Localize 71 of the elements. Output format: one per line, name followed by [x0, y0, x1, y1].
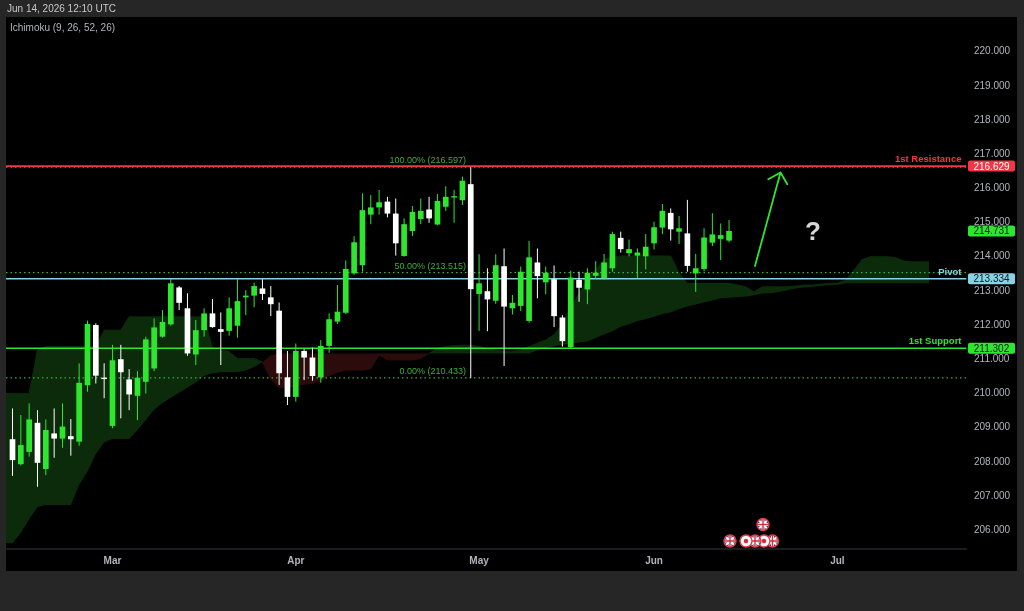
x-tick-label: May: [469, 555, 490, 566]
y-tick-label: 218.000: [974, 113, 1011, 125]
candlestick: [18, 414, 24, 467]
ref-line-label: 0.00% (210.433): [399, 365, 466, 376]
candlestick: [601, 253, 607, 281]
x-tick-label: Apr: [287, 555, 305, 566]
candlestick: [226, 296, 232, 337]
y-tick-label: 207.000: [974, 489, 1011, 501]
x-tick-label: Jun: [645, 555, 663, 566]
text: 216.629: [973, 160, 1011, 172]
y-tick-label: 213.000: [974, 284, 1011, 296]
candlestick: [542, 266, 549, 295]
y-tick-label: 214.000: [974, 250, 1011, 262]
candlestick: [534, 247, 541, 299]
candlestick: [717, 222, 724, 261]
candlestick: [376, 189, 382, 216]
x-tick-label: Mar: [103, 555, 122, 566]
y-tick-label: 217.000: [974, 147, 1011, 159]
candlestick: [726, 219, 732, 243]
annotation: ?: [805, 216, 821, 246]
candlestick: [267, 285, 274, 317]
text: Jun 14, 2026 12:10 UTC: [7, 3, 116, 14]
candlestick: [651, 221, 657, 250]
text: 213.334: [973, 273, 1011, 285]
x-tick-label: Jul: [830, 555, 845, 566]
candlestick: [417, 198, 424, 225]
candlestick: [217, 311, 224, 366]
candlestick: [426, 196, 432, 224]
ref-line-label: Pivot: [938, 265, 963, 277]
y-tick-label: 212.000: [974, 318, 1011, 330]
candlestick: [251, 282, 257, 308]
ref-line-label: 1st Support: [908, 335, 963, 347]
ref-line-label: 100.00% (216.597): [389, 155, 466, 166]
candlestick: [434, 193, 441, 226]
candlestick: [617, 231, 624, 254]
y-tick-label: 219.000: [974, 79, 1011, 91]
candlestick: [692, 253, 699, 293]
text: 211.302: [973, 342, 1010, 354]
y-tick-label: 220.000: [974, 45, 1011, 57]
candlestick: [442, 185, 449, 212]
candlestick: [51, 407, 57, 459]
ref-line-label: 50.00% (213.515): [394, 260, 466, 271]
candlestick: [642, 233, 649, 270]
candlestick: [451, 189, 457, 224]
y-tick-label: 210.000: [974, 387, 1011, 399]
candlestick: [176, 285, 182, 311]
annotation: Ichimoku (9, 26, 52, 26): [10, 22, 116, 33]
candlestick: [126, 368, 132, 411]
candlestick: [676, 215, 682, 245]
candlestick: [667, 207, 674, 242]
candlestick: [476, 253, 482, 332]
y-tick-label: 215.000: [974, 216, 1011, 228]
candlestick: [367, 194, 374, 225]
y-tick-label: 206.000: [974, 524, 1011, 536]
candlestick: [284, 350, 291, 406]
candlestick: [67, 418, 74, 457]
y-tick-label: 208.000: [974, 455, 1011, 467]
text: 214.731: [973, 225, 1011, 237]
y-tick-label: 216.000: [974, 182, 1011, 194]
candlestick: [259, 278, 266, 301]
y-tick-label: 209.000: [974, 421, 1011, 433]
y-tick-label: 211.000: [974, 353, 1010, 365]
candlestick: [117, 344, 124, 419]
candlestick: [576, 271, 582, 303]
ref-line-label: 1st Resistance: [894, 153, 962, 165]
candlestick: [201, 307, 207, 338]
candlestick: [626, 239, 632, 257]
candlestick: [209, 298, 216, 329]
candlestick: [159, 309, 166, 339]
candlestick: [301, 348, 307, 381]
candlestick: [709, 212, 716, 247]
